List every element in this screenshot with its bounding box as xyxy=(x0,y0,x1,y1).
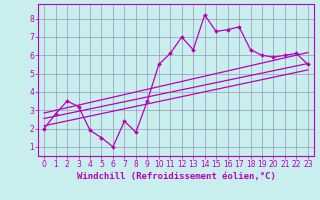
X-axis label: Windchill (Refroidissement éolien,°C): Windchill (Refroidissement éolien,°C) xyxy=(76,172,276,181)
